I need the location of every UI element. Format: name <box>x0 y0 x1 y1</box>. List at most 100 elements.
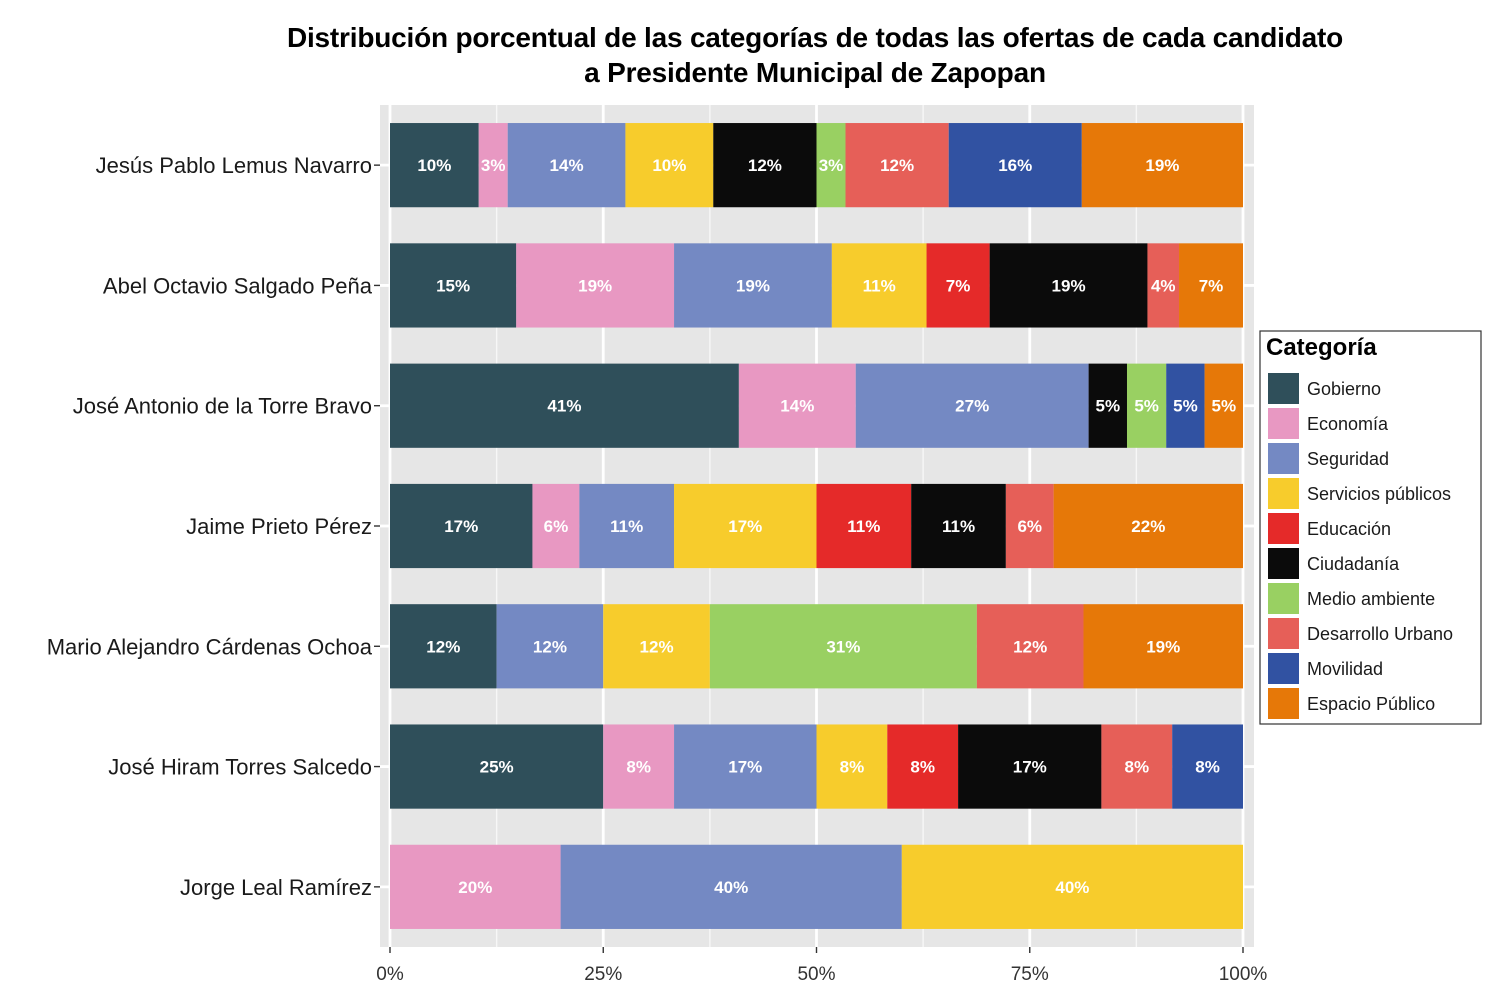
legend-label: Movilidad <box>1307 659 1383 679</box>
legend-key-ciudadania <box>1268 548 1299 579</box>
data-label: 3% <box>481 156 506 175</box>
y-tick-label: Jaime Prieto Pérez <box>186 514 372 539</box>
data-label: 5% <box>1134 397 1159 416</box>
chart-title-line-2: a Presidente Municipal de Zapopan <box>584 57 1046 88</box>
legend-key-educacion <box>1268 513 1299 544</box>
data-label: 17% <box>1013 758 1047 777</box>
legend-key-movilidad <box>1268 653 1299 684</box>
legend-title: Categoría <box>1266 334 1377 361</box>
data-label: 15% <box>436 276 470 295</box>
legend-label: Medio ambiente <box>1307 589 1435 609</box>
bar-segment-movilidad <box>1166 363 1205 448</box>
data-label: 12% <box>533 637 567 656</box>
legend-label: Servicios públicos <box>1307 484 1451 504</box>
data-label: 19% <box>736 276 770 295</box>
bar-segment-economia <box>532 483 580 569</box>
data-label: 11% <box>942 517 975 536</box>
data-label: 12% <box>1013 637 1047 656</box>
bar-segment-medio-ambiente <box>709 604 977 689</box>
bar-segment-educacion <box>887 724 959 809</box>
data-label: 27% <box>955 397 989 416</box>
bar-segment-medio-ambiente <box>1126 363 1167 448</box>
data-label: 14% <box>550 156 584 175</box>
data-label: 12% <box>426 637 460 656</box>
bar-segment-seguridad <box>496 604 604 689</box>
bar-segment-economia <box>390 844 561 929</box>
data-label: 17% <box>444 517 478 536</box>
bar-segment-espacio-publico <box>1053 483 1243 569</box>
bar-segment-gobierno <box>390 243 517 328</box>
legend-label: Desarrollo Urbano <box>1307 624 1453 644</box>
x-tick-label: 0% <box>376 964 404 985</box>
data-label: 3% <box>819 156 844 175</box>
bar-segment-seguridad <box>579 483 675 569</box>
data-label: 8% <box>910 758 935 777</box>
bar-segment-economia <box>478 123 508 208</box>
bar-segment-gobierno <box>390 123 479 208</box>
bar-segment-economia <box>603 724 675 809</box>
data-label: 4% <box>1151 276 1176 295</box>
bar-segment-ciudadania <box>989 243 1148 328</box>
data-label: 16% <box>998 156 1032 175</box>
y-tick-label: Jesús Pablo Lemus Navarro <box>96 153 372 178</box>
data-label: 11% <box>863 276 896 295</box>
data-label: 6% <box>544 517 569 536</box>
legend-label: Seguridad <box>1307 449 1389 469</box>
bar-segment-desarrollo-urbano <box>1005 483 1054 569</box>
data-label: 41% <box>547 397 581 416</box>
bar-segment-desarrollo-urbano <box>976 604 1084 689</box>
bar-segment-medio-ambiente <box>816 123 846 208</box>
legend-label: Espacio Público <box>1307 694 1435 714</box>
bar-segment-servicios-publicos <box>816 724 888 809</box>
bar-segment-gobierno <box>390 363 739 448</box>
bar-segment-educacion <box>816 483 912 569</box>
bar-segment-desarrollo-urbano <box>845 123 949 208</box>
bar-segment-movilidad <box>948 123 1082 208</box>
data-label: 8% <box>1195 758 1220 777</box>
legend-label: Economía <box>1307 414 1389 434</box>
data-label: 8% <box>1125 758 1150 777</box>
data-label: 10% <box>652 156 686 175</box>
bar-segment-movilidad <box>1172 724 1243 809</box>
legend-key-servicios-publicos <box>1268 478 1299 509</box>
legend-key-economia <box>1268 408 1299 439</box>
x-tick-label: 25% <box>584 964 622 985</box>
bar-segment-economia <box>516 243 675 328</box>
data-label: 5% <box>1173 397 1198 416</box>
legend-label: Ciudadanía <box>1307 554 1400 574</box>
bar-segment-seguridad <box>855 363 1089 448</box>
data-label: 17% <box>728 758 762 777</box>
bar-segment-servicios-publicos <box>831 243 927 328</box>
data-label: 40% <box>714 878 748 897</box>
data-label: 8% <box>626 758 651 777</box>
bar-segment-servicios-publicos <box>625 123 714 208</box>
data-label: 40% <box>1055 878 1089 897</box>
bar-segment-ciudadania <box>713 123 817 208</box>
bar-segment-gobierno <box>390 724 604 809</box>
data-label: 12% <box>880 156 914 175</box>
bar-segment-economia <box>738 363 856 448</box>
bar-segment-ciudadania <box>958 724 1102 809</box>
bar-segment-gobierno <box>390 604 497 689</box>
x-tick-label: 50% <box>797 964 835 985</box>
legend-key-seguridad <box>1268 443 1299 474</box>
data-label: 5% <box>1096 397 1121 416</box>
bar-segment-espacio-publico <box>1081 123 1243 208</box>
x-tick-label: 75% <box>1011 964 1049 985</box>
legend-key-gobierno <box>1268 373 1299 404</box>
data-label: 7% <box>1199 276 1224 295</box>
data-label: 22% <box>1131 517 1165 536</box>
y-tick-label: Mario Alejandro Cárdenas Ochoa <box>47 634 373 659</box>
y-tick-label: Jorge Leal Ramírez <box>180 875 372 900</box>
bar-segment-seguridad <box>674 724 817 809</box>
chart-title-line-1: Distribución porcentual de las categoría… <box>286 22 1344 53</box>
bar-segment-seguridad <box>560 844 902 929</box>
x-tick-label: 100% <box>1219 964 1268 985</box>
bar-segment-ciudadania <box>1088 363 1127 448</box>
data-label: 12% <box>748 156 782 175</box>
data-label: 8% <box>840 758 865 777</box>
bar-segment-servicios-publicos <box>603 604 710 689</box>
bar-segment-servicios-publicos <box>901 844 1243 929</box>
